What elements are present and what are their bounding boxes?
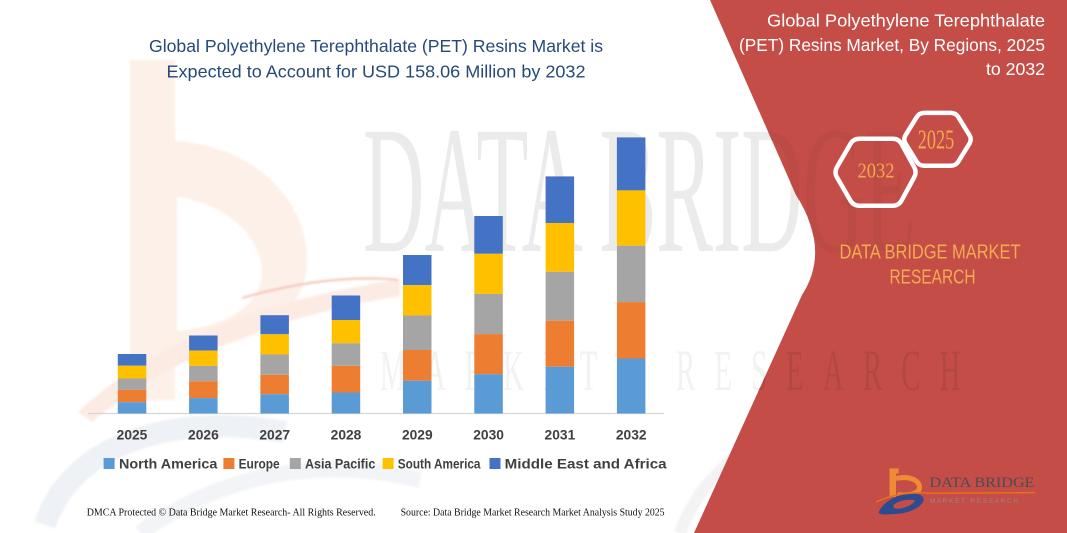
svg-text:Source: Data Bridge Market Res: Source: Data Bridge Market Research Mark… bbox=[401, 507, 665, 519]
svg-text:DATA BRIDGE MARKET: DATA BRIDGE MARKET bbox=[840, 242, 1021, 264]
svg-text:Global Polyethylene Terephthal: Global Polyethylene Terephthalate bbox=[767, 10, 1045, 30]
svg-text:Expected to Account for USD 15: Expected to Account for USD 158.06 Milli… bbox=[167, 62, 586, 82]
svg-text:Global Polyethylene Terephthal: Global Polyethylene Terephthalate (PET) … bbox=[149, 36, 603, 56]
svg-text:2026: 2026 bbox=[188, 427, 219, 442]
svg-text:2025: 2025 bbox=[117, 427, 148, 442]
svg-text:2028: 2028 bbox=[331, 427, 362, 442]
svg-text:2029: 2029 bbox=[402, 427, 433, 442]
svg-text:2025: 2025 bbox=[918, 125, 955, 155]
svg-text:2032: 2032 bbox=[858, 159, 895, 183]
svg-text:M A R K E T R E S E A R C H: M A R K E T R E S E A R C H bbox=[930, 498, 1018, 505]
svg-text:2032: 2032 bbox=[616, 427, 647, 442]
svg-text:Europe: Europe bbox=[239, 457, 281, 472]
svg-text:2031: 2031 bbox=[545, 427, 576, 442]
svg-text:DATA BRIDGE: DATA BRIDGE bbox=[930, 475, 1035, 491]
svg-text:(PET) Resins Market, By Region: (PET) Resins Market, By Regions, 2025 bbox=[739, 35, 1045, 55]
svg-text:Middle East and Africa: Middle East and Africa bbox=[505, 457, 667, 472]
svg-text:Asia Pacific: Asia Pacific bbox=[305, 457, 376, 472]
svg-text:DMCA Protected © Data Bridge M: DMCA Protected © Data Bridge Market Rese… bbox=[87, 507, 376, 519]
svg-text:RESEARCH: RESEARCH bbox=[890, 267, 976, 289]
svg-text:2030: 2030 bbox=[473, 427, 504, 442]
svg-text:2027: 2027 bbox=[259, 427, 290, 442]
svg-text:North America: North America bbox=[119, 457, 218, 472]
svg-text:to 2032: to 2032 bbox=[986, 59, 1045, 79]
svg-text:South America: South America bbox=[398, 457, 481, 472]
